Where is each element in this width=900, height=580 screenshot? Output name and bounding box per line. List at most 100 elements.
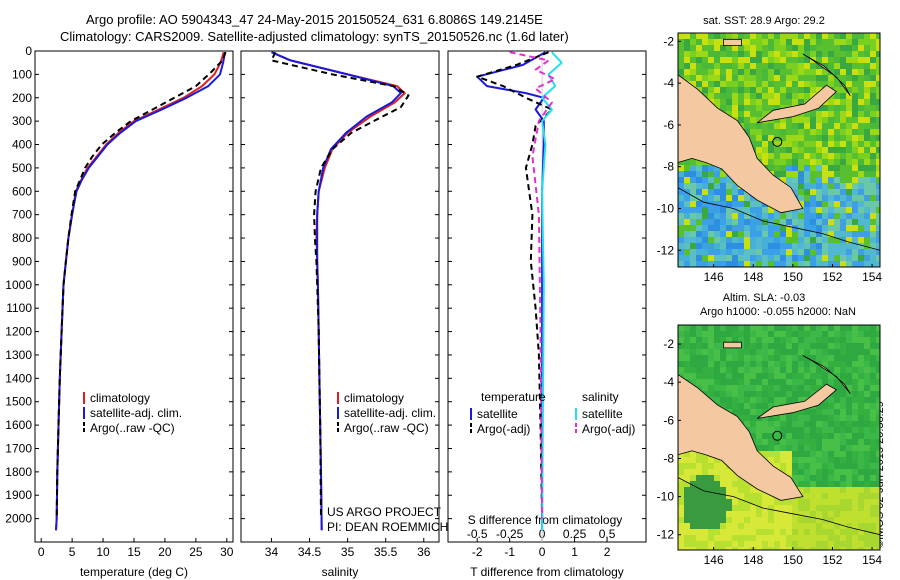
map-cell bbox=[828, 51, 834, 57]
map-cell bbox=[762, 523, 768, 529]
map-cell bbox=[846, 177, 852, 183]
map-cell bbox=[864, 427, 870, 433]
s-tick-label: 0.5 bbox=[599, 527, 616, 541]
map-cell bbox=[756, 523, 762, 529]
map-cell bbox=[750, 499, 756, 505]
y-tick-label: -8 bbox=[663, 451, 674, 465]
map-cell bbox=[810, 427, 816, 433]
map-cell bbox=[732, 511, 738, 517]
map-cell bbox=[720, 505, 726, 511]
map-cell bbox=[798, 427, 804, 433]
map-cell bbox=[870, 433, 876, 439]
map-cell bbox=[714, 249, 720, 255]
map-cell bbox=[744, 541, 750, 547]
map-cell bbox=[786, 349, 792, 355]
map-cell bbox=[876, 189, 880, 195]
map-cell bbox=[852, 123, 858, 129]
map-cell bbox=[834, 123, 840, 129]
map-cell bbox=[792, 451, 798, 457]
map-cell bbox=[780, 541, 786, 547]
map-cell bbox=[828, 445, 834, 451]
map-cell bbox=[774, 141, 780, 147]
map-cell bbox=[846, 219, 852, 225]
map-cell bbox=[864, 33, 870, 39]
map-cell bbox=[744, 523, 750, 529]
sla-map-land-mainland bbox=[677, 373, 804, 501]
map-cell bbox=[828, 111, 834, 117]
map-cell bbox=[864, 451, 870, 457]
map-cell bbox=[732, 367, 738, 373]
map-cell bbox=[768, 451, 774, 457]
map-cell bbox=[816, 171, 822, 177]
map-cell bbox=[714, 457, 720, 463]
map-cell bbox=[738, 373, 744, 379]
map-cell bbox=[792, 33, 798, 39]
map-cell bbox=[678, 57, 684, 63]
map-cell bbox=[780, 445, 786, 451]
map-cell bbox=[864, 379, 870, 385]
map-cell bbox=[780, 69, 786, 75]
map-cell bbox=[750, 99, 756, 105]
map-cell bbox=[678, 39, 684, 45]
map-cell bbox=[840, 195, 846, 201]
map-cell bbox=[690, 355, 696, 361]
map-cell bbox=[708, 361, 714, 367]
map-cell bbox=[876, 201, 880, 207]
map-cell bbox=[786, 541, 792, 547]
map-cell bbox=[876, 57, 880, 63]
map-cell bbox=[738, 195, 744, 201]
map-cell bbox=[744, 225, 750, 231]
map-cell bbox=[840, 231, 846, 237]
map-cell bbox=[810, 243, 816, 249]
map-cell bbox=[810, 213, 816, 219]
map-cell bbox=[858, 343, 864, 349]
map-cell bbox=[738, 225, 744, 231]
map-cell bbox=[858, 439, 864, 445]
map-cell bbox=[804, 499, 810, 505]
map-cell bbox=[684, 487, 690, 493]
map-cell bbox=[828, 45, 834, 51]
map-cell bbox=[840, 129, 846, 135]
map-cell bbox=[762, 391, 768, 397]
map-cell bbox=[786, 445, 792, 451]
map-cell bbox=[858, 331, 864, 337]
map-cell bbox=[732, 51, 738, 57]
map-cell bbox=[864, 487, 870, 493]
map-cell bbox=[828, 349, 834, 355]
map-cell bbox=[744, 505, 750, 511]
map-cell bbox=[714, 349, 720, 355]
map-cell bbox=[684, 39, 690, 45]
map-cell bbox=[750, 427, 756, 433]
map-cell bbox=[702, 231, 708, 237]
map-cell bbox=[720, 57, 726, 63]
map-cell bbox=[828, 421, 834, 427]
map-cell bbox=[762, 261, 768, 267]
map-cell bbox=[840, 39, 846, 45]
map-cell bbox=[852, 159, 858, 165]
map-cell bbox=[768, 51, 774, 57]
map-cell bbox=[750, 421, 756, 427]
map-cell bbox=[858, 195, 864, 201]
map-cell bbox=[870, 511, 876, 517]
map-cell bbox=[810, 141, 816, 147]
map-cell bbox=[708, 469, 714, 475]
map-cell bbox=[870, 129, 876, 135]
map-cell bbox=[696, 225, 702, 231]
map-cell bbox=[852, 57, 858, 63]
map-cell bbox=[846, 517, 852, 523]
map-cell bbox=[864, 39, 870, 45]
map-cell bbox=[720, 403, 726, 409]
map-cell bbox=[840, 385, 846, 391]
map-cell bbox=[678, 511, 684, 517]
map-cell bbox=[798, 237, 804, 243]
map-cell bbox=[768, 57, 774, 63]
map-cell bbox=[774, 337, 780, 343]
map-cell bbox=[804, 481, 810, 487]
map-cell bbox=[840, 165, 846, 171]
map-cell bbox=[780, 427, 786, 433]
map-cell bbox=[768, 63, 774, 69]
map-cell bbox=[840, 487, 846, 493]
map-cell bbox=[786, 153, 792, 159]
map-cell bbox=[816, 201, 822, 207]
temp-series-satellite bbox=[55, 52, 226, 531]
